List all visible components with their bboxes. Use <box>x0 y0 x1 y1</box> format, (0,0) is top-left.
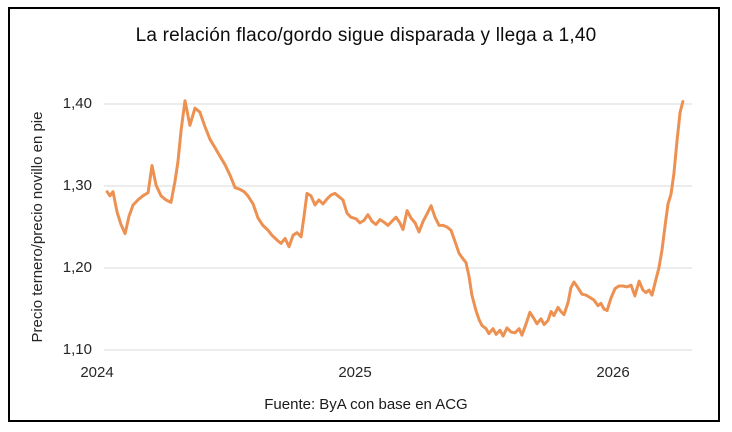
y-tick-label: 1,30 <box>62 177 92 194</box>
y-axis-title: Precio ternero/precio novillo en pie <box>29 111 46 343</box>
x-tick-label: 2025 <box>338 364 372 381</box>
y-tick-label: 1,20 <box>62 259 92 276</box>
series-line <box>105 99 685 338</box>
x-tick-label: 2024 <box>80 364 114 381</box>
source-caption: Fuente: ByA con base en ACG <box>264 396 468 413</box>
y-tick-label: 1,10 <box>62 341 92 358</box>
chart-border <box>8 7 720 422</box>
chart-title: La relación flaco/gordo sigue disparada … <box>135 25 597 46</box>
y-tick-label: 1,40 <box>62 95 92 112</box>
x-tick-label: 2026 <box>596 364 630 381</box>
